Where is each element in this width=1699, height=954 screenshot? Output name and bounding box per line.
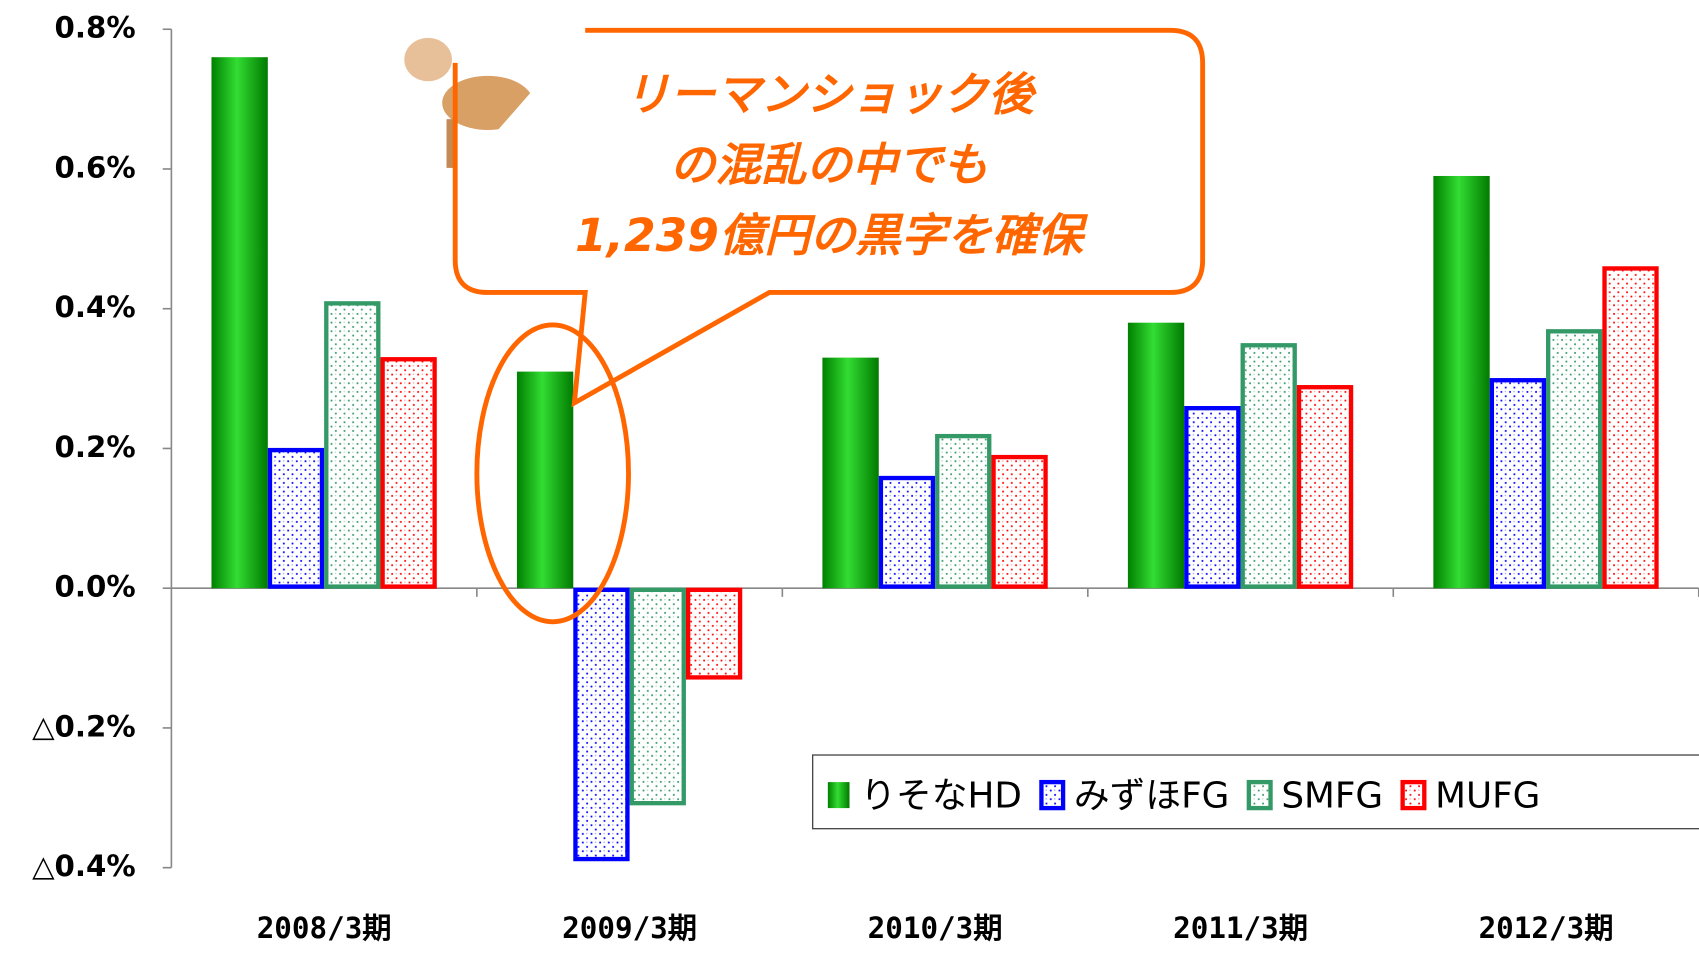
- legend-swatch: [1039, 779, 1066, 811]
- y-tick-label: 0.4%: [55, 290, 136, 324]
- bar: [1602, 266, 1659, 589]
- bar: [1489, 378, 1547, 589]
- bar: [1546, 329, 1603, 589]
- y-tick-label: 0.0%: [55, 570, 136, 604]
- callout-text: 1,239億円の黒字を確保: [575, 209, 1088, 262]
- callout-bubble: [452, 27, 1206, 408]
- x-tick-label: 2008/3期: [257, 911, 392, 945]
- bar: [1296, 385, 1354, 589]
- legend-label: SMFG: [1281, 775, 1383, 816]
- legend-swatch: [1400, 779, 1427, 811]
- bar: [1184, 405, 1241, 589]
- y-tick-label: △0.4%: [32, 849, 136, 883]
- bar: [1240, 343, 1297, 589]
- x-tick-label: 2010/3期: [868, 911, 1003, 945]
- x-tick-label: 2012/3期: [1479, 911, 1614, 945]
- bar: [878, 475, 936, 589]
- legend-label: MUFG: [1435, 775, 1540, 816]
- bar: [324, 301, 381, 589]
- bar: [1433, 175, 1490, 589]
- bar: [211, 57, 268, 589]
- bar: [1127, 322, 1185, 589]
- legend-label: りそなHD: [860, 775, 1022, 816]
- bar: [629, 587, 686, 806]
- bar: [380, 357, 437, 589]
- bar: [685, 587, 743, 680]
- bar: [991, 454, 1048, 589]
- legend-swatch: [1246, 779, 1273, 811]
- y-tick-label: 0.8%: [55, 11, 136, 45]
- y-tick-label: 0.6%: [55, 150, 136, 184]
- x-tick-label: 2011/3期: [1173, 911, 1308, 945]
- callout-text: リーマンショック後: [624, 68, 1037, 121]
- callout-text: の混乱の中でも: [670, 138, 988, 191]
- highlight-ellipse: [474, 322, 631, 625]
- legend-swatch: [827, 782, 850, 809]
- bar: [516, 371, 574, 589]
- bar: [822, 357, 879, 589]
- y-tick-label: 0.2%: [55, 430, 136, 464]
- bar: [573, 587, 630, 862]
- x-tick-label: 2009/3期: [562, 911, 697, 945]
- legend: りそなHD みずほFG SMFG MUFG: [812, 754, 1699, 830]
- bar: [267, 447, 325, 589]
- bar: [935, 433, 992, 589]
- y-tick-label: △0.2%: [32, 709, 136, 743]
- legend-label: みずほFG: [1074, 775, 1229, 816]
